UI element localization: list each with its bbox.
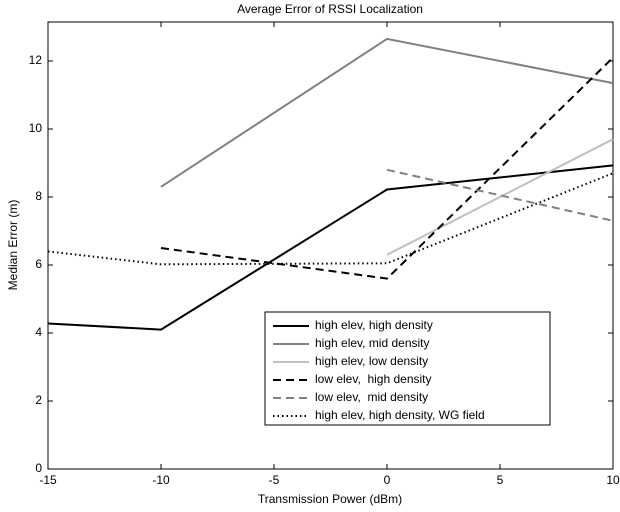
series-line [160, 37, 614, 188]
x-axis-label: Transmission Power (dBm) [258, 492, 402, 506]
y-tick-label: 4 [35, 325, 42, 339]
chart-title: Average Error of RSSI Localization [237, 2, 423, 16]
x-tick-label: -15 [39, 473, 57, 487]
x-tick-label: -5 [269, 473, 280, 487]
y-tick-label: 6 [35, 257, 42, 271]
x-tick-label: 10 [606, 473, 620, 487]
series-line [47, 172, 614, 266]
legend-label: low elev, mid density [315, 390, 428, 404]
x-tick-label: 0 [384, 473, 391, 487]
y-tick-label: 8 [35, 189, 42, 203]
y-axis-label: Median Error (m) [6, 200, 20, 291]
y-tick-label: 0 [35, 461, 42, 475]
y-tick-label: 10 [29, 121, 43, 135]
legend-label: high elev, high density [315, 318, 433, 332]
series-line [386, 138, 614, 256]
legend-label: low elev, high density [315, 372, 432, 386]
y-tick-label: 2 [35, 393, 42, 407]
series-line [47, 164, 614, 331]
x-tick-label: -10 [152, 473, 170, 487]
legend-label: high elev, high density, WG field [315, 408, 485, 422]
legend-label: high elev, low density [315, 354, 428, 368]
legend-box [264, 311, 551, 426]
legend-label: high elev, mid density [315, 336, 430, 350]
plot-area [47, 21, 614, 470]
x-tick-label: 5 [497, 473, 504, 487]
series-line [160, 56, 614, 280]
y-tick-label: 12 [29, 53, 43, 67]
